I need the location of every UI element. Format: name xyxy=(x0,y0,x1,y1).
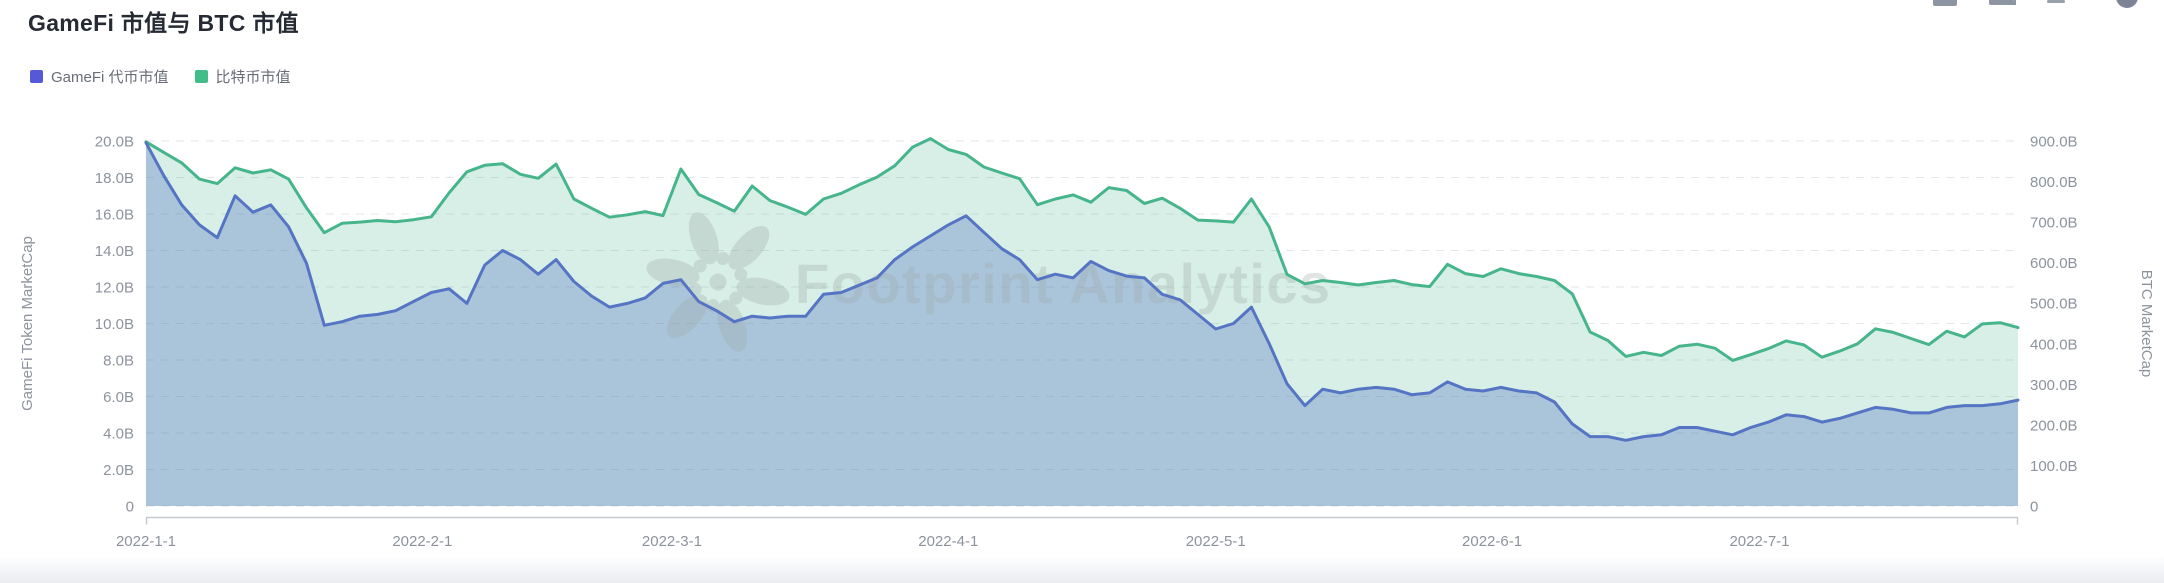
left-axis-tick-label: 12.0B xyxy=(95,280,134,297)
x-axis-tick-label: 2022-1-1 xyxy=(116,533,176,550)
right-axis-tick-label: 800.0B xyxy=(2030,174,2078,191)
left-axis-tick-label: 18.0B xyxy=(95,170,134,187)
left-axis-tick-label: 16.0B xyxy=(95,207,134,224)
page-bottom-strip xyxy=(0,556,2164,583)
profile-icon[interactable] xyxy=(2116,0,2138,8)
right-axis-tick-label: 200.0B xyxy=(2030,417,2078,434)
x-axis-tick-label: 2022-5-1 xyxy=(1186,533,1246,550)
btc-series-line xyxy=(144,137,2020,362)
legend-item-label: 比特币市值 xyxy=(215,69,291,86)
legend-item-gamefi[interactable]: GameFi 代币市值 xyxy=(30,66,169,87)
x-axis-tick-label: 2022-3-1 xyxy=(642,533,702,550)
gamefi-series-area xyxy=(146,142,2018,507)
right-axis-tick-label: 0 xyxy=(2030,499,2038,516)
left-axis-tick-label: 6.0B xyxy=(103,389,134,406)
left-axis-tick-label: 0 xyxy=(126,499,134,516)
right-axis-tick-label: 100.0B xyxy=(2030,458,2078,475)
left-axis-tick-label: 2.0B xyxy=(103,462,134,479)
screenshot-icon[interactable] xyxy=(1989,0,2016,5)
x-axis-tick-label: 2022-4-1 xyxy=(918,533,978,550)
right-axis-tick-label: 600.0B xyxy=(2030,255,2078,272)
toolbar-partial-icons xyxy=(1933,0,2138,8)
left-axis-tick-label: 14.0B xyxy=(95,243,134,260)
right-axis-tick-label: 700.0B xyxy=(2030,215,2078,232)
watermark-text: Footprint Analytics xyxy=(795,252,1332,315)
chart-title: GameFi 市值与 BTC 市值 xyxy=(28,10,299,36)
x-axis-tick-label: 2022-7-1 xyxy=(1729,533,1789,550)
btc-series-area xyxy=(146,138,2018,506)
right-axis-tick-label: 500.0B xyxy=(2030,296,2078,313)
legend-item-btc[interactable]: 比特币市值 xyxy=(194,66,291,87)
minus-icon[interactable] xyxy=(2047,0,2065,3)
right-axis-tick-label: 900.0B xyxy=(2030,134,2078,151)
left-axis-tick-label: 4.0B xyxy=(103,426,134,443)
left-axis-tick-label: 10.0B xyxy=(95,316,134,333)
left-axis-name: GameFi Token MarketCap xyxy=(19,236,36,411)
gamefi-series-line xyxy=(144,141,2020,442)
gamefi-legend-swatch-icon xyxy=(30,70,43,83)
right-axis-tick-label: 300.0B xyxy=(2030,377,2078,394)
left-axis-tick-label: 20.0B xyxy=(95,134,134,151)
right-axis-tick-label: 400.0B xyxy=(2030,336,2078,353)
right-axis-name: BTC MarketCap xyxy=(2138,270,2155,378)
panel-icon[interactable] xyxy=(1933,0,1957,6)
chart-legend: GameFi 代币市值 比特币市值 xyxy=(30,66,291,87)
btc-legend-swatch-icon xyxy=(194,70,208,83)
x-axis-tick-label: 2022-6-1 xyxy=(1462,533,1522,550)
x-axis-tick-label: 2022-2-1 xyxy=(392,533,452,550)
left-axis-tick-label: 8.0B xyxy=(103,353,134,370)
footprint-watermark: Footprint Analytics xyxy=(646,212,1332,352)
legend-item-label: GameFi 代币市值 xyxy=(51,69,169,86)
footprint-logo-icon xyxy=(646,212,790,352)
